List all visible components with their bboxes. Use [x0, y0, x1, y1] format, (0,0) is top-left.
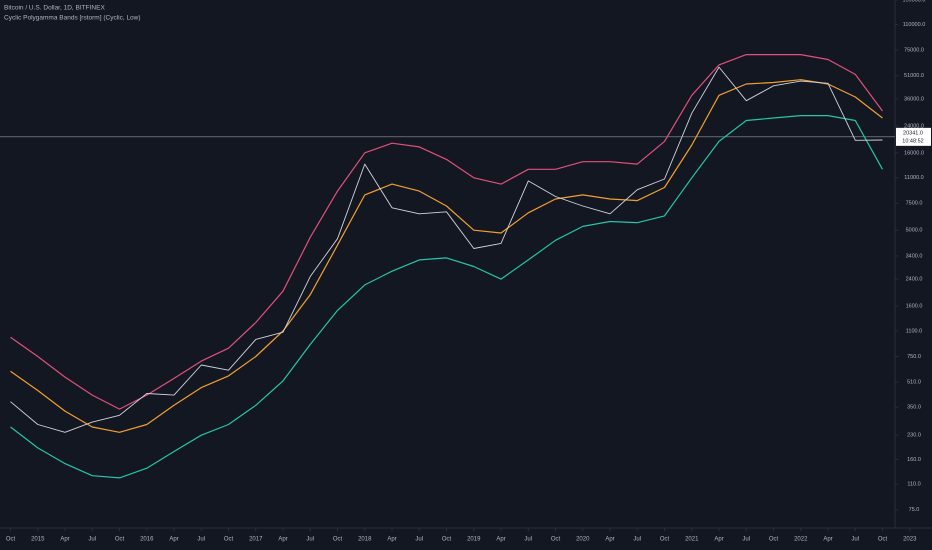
y-tick-label: 750.0 [907, 354, 921, 360]
y-tick-label: 11000.0 [904, 175, 923, 181]
x-tick-label: Apr [823, 537, 832, 543]
x-tick-label: 2015 [31, 537, 45, 543]
x-tick-label: 2021 [685, 537, 699, 543]
x-tick-label: Oct [6, 537, 16, 543]
y-tick-label: 1100.0 [906, 328, 922, 334]
x-tick-label: Apr [169, 537, 178, 543]
y-tick-label: 75000.0 [904, 47, 924, 53]
x-tick-label: Apr [605, 537, 614, 543]
y-tick-label: 160.0 [907, 457, 921, 463]
price-tag [896, 127, 931, 146]
x-tick-label: Jul [742, 537, 750, 543]
x-tick-label: Oct [224, 537, 234, 543]
x-tick-label: Jul [306, 537, 314, 543]
x-tick-label: 2020 [576, 537, 590, 543]
x-tick-label: Oct [333, 537, 343, 543]
x-tick-label: Apr [60, 537, 69, 543]
x-tick-label: Oct [551, 537, 561, 543]
x-tick-label: Apr [387, 537, 396, 543]
x-tick-label: 2018 [358, 537, 372, 543]
series-line [10, 54, 883, 410]
y-tick-label: 110.0 [907, 482, 920, 488]
x-tick-label: Jul [88, 537, 96, 543]
price-tag-value: 20341.0 [903, 130, 923, 136]
x-tick-label: Jul [851, 537, 859, 543]
x-tick-label: Oct [660, 537, 670, 543]
y-tick-label: 24000.0 [904, 123, 924, 129]
x-tick-label: Apr [714, 537, 723, 543]
y-tick-label: 1600.0 [906, 304, 923, 310]
y-tick-label: 36000.0 [904, 96, 924, 102]
y-tick-label: 7500.0 [906, 201, 923, 207]
x-tick-label: Oct [769, 537, 779, 543]
y-tick-label: 16000.0 [904, 150, 924, 156]
x-tick-label: 2017 [249, 537, 263, 543]
y-tick-label: 2400.0 [906, 277, 923, 283]
price-tag-countdown: 10:48:52 [902, 138, 923, 144]
chart-title: Bitcoin / U.S. Dollar, 1D, BITFINEX [4, 5, 105, 12]
indicator-title: Cyclic Polygamma Bands [rstorm] (Cyclic,… [4, 15, 141, 22]
y-tick-label: 159000.0 [903, 0, 926, 3]
y-tick-label: 510.0 [907, 380, 921, 386]
x-tick-label: Jul [524, 537, 532, 543]
x-tick-label: Oct [878, 537, 888, 543]
y-tick-label: 75.0 [909, 507, 920, 513]
y-tick-label: 3400.0 [906, 253, 923, 259]
x-tick-label: Jul [197, 537, 205, 543]
x-tick-label: Oct [442, 537, 452, 543]
x-tick-label: Oct [115, 537, 125, 543]
y-tick-label: 350.0 [907, 405, 921, 411]
x-tick-label: 2019 [467, 537, 481, 543]
x-tick-label: Apr [496, 537, 505, 543]
series-line [10, 66, 883, 433]
x-tick-label: 2016 [140, 537, 154, 543]
x-tick-label: 2023 [903, 537, 917, 543]
y-tick-label: 5000.0 [906, 228, 923, 234]
x-tick-label: Jul [633, 537, 641, 543]
y-tick-label: 110000.0 [903, 22, 926, 28]
series-line [10, 115, 884, 479]
x-tick-label: Jul [415, 537, 423, 543]
series-line [10, 79, 883, 433]
x-tick-label: 2022 [794, 537, 808, 543]
y-tick-label: 230.0 [907, 433, 921, 439]
y-tick-label: 51000.0 [904, 73, 924, 79]
x-tick-label: Apr [278, 537, 287, 543]
